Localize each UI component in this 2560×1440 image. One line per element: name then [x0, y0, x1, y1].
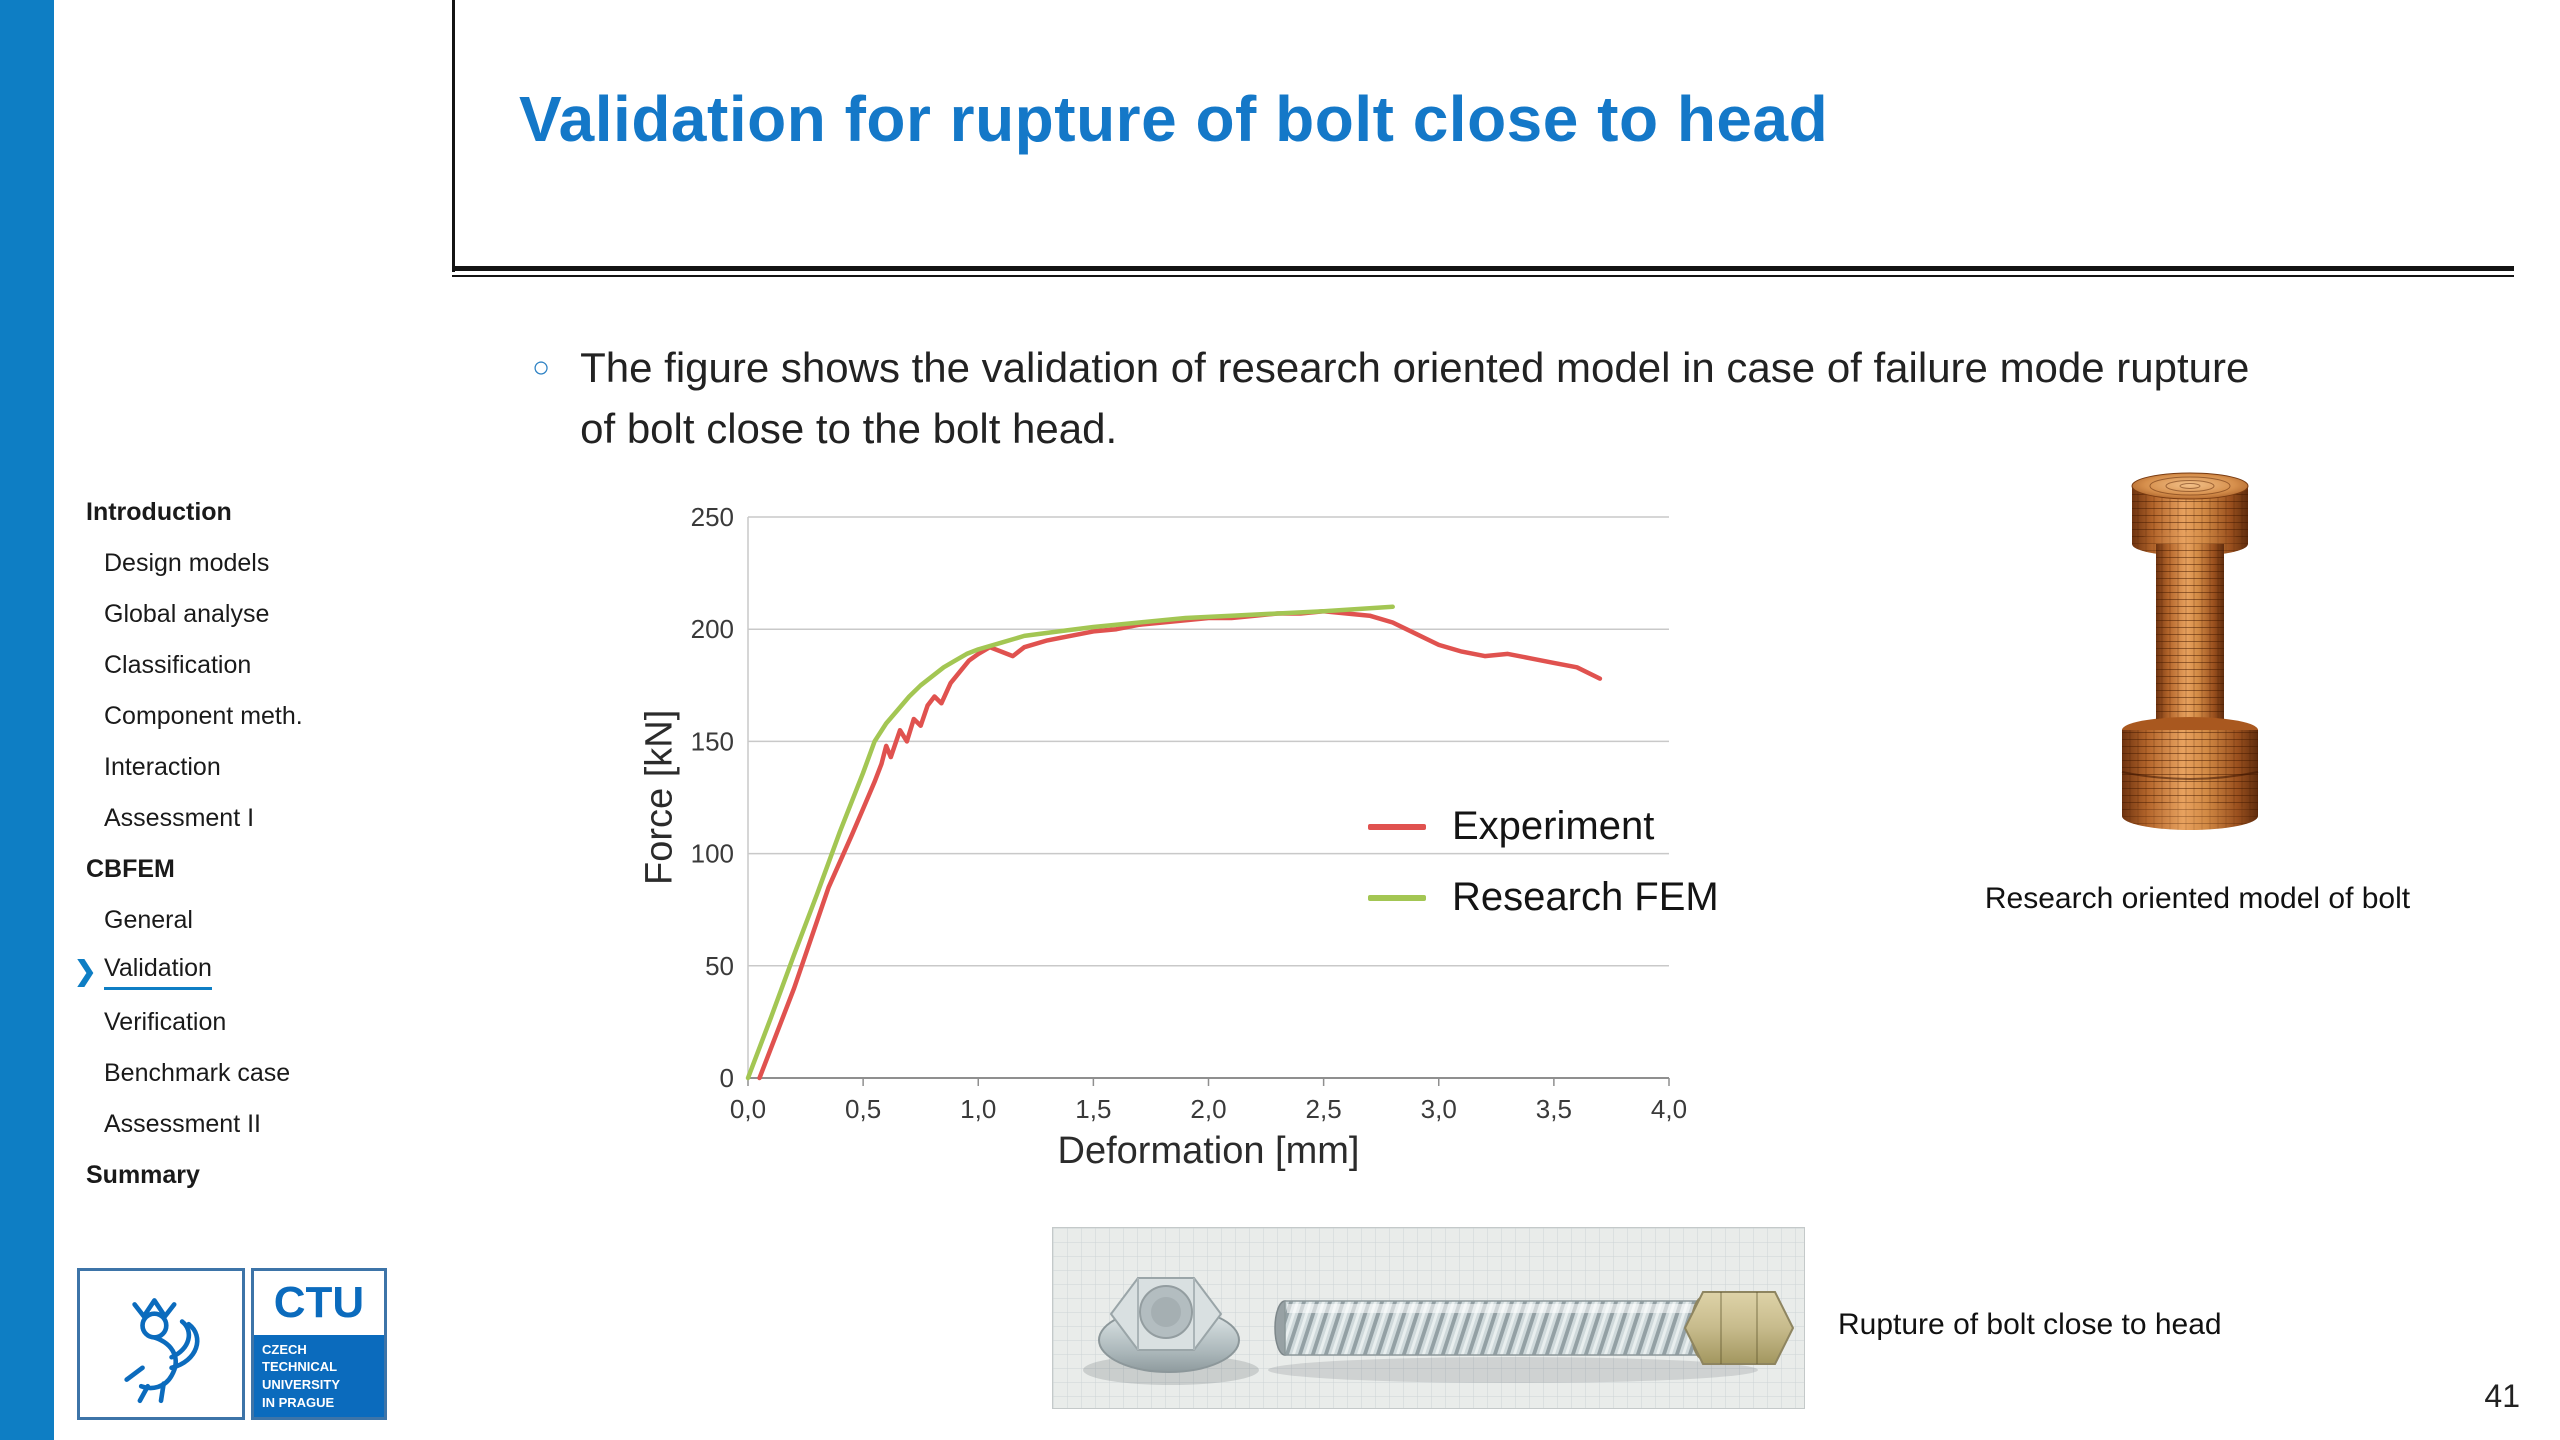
- sidebar-item-label: Assessment I: [104, 804, 255, 832]
- sidebar-item-general[interactable]: General: [86, 895, 456, 946]
- sidebar-item-label: Design models: [104, 549, 270, 577]
- bolt-fem-model-illustration: [2121, 472, 2259, 830]
- sidebar-item-classification[interactable]: Classification: [86, 640, 456, 691]
- active-item-arrow-icon: ❯: [74, 956, 97, 986]
- ctu-name-line: CZECH TECHNICAL: [262, 1341, 338, 1375]
- bullet-text: The figure shows the validation of resea…: [580, 344, 2250, 452]
- sidebar-nav: Introduction Design models Global analyse C…: [74, 487, 456, 1201]
- x-tick-label: 2,0: [1190, 1094, 1226, 1124]
- x-tick-label: 0,0: [730, 1094, 766, 1124]
- x-tick-label: 3,5: [1536, 1094, 1572, 1124]
- sidebar-item-label: Introduction: [86, 498, 232, 526]
- legend-label: Experiment: [1452, 804, 1655, 848]
- sidebar-item-assessment-i[interactable]: Assessment I: [86, 793, 456, 844]
- legend-item-research-fem: Research FEM: [1368, 875, 1719, 920]
- y-tick-label: 50: [705, 951, 734, 981]
- lion-icon: [124, 1298, 200, 1404]
- legend-line-swatch: [1368, 823, 1426, 830]
- sidebar-item-assessment-ii[interactable]: Assessment II: [86, 1099, 456, 1150]
- rupture-photo: [1053, 1228, 1804, 1408]
- ctu-university-name: CZECH TECHNICAL UNIVERSITY IN PRAGUE: [254, 1335, 384, 1417]
- sidebar-item-summary[interactable]: Summary: [86, 1150, 456, 1201]
- bolt-fem-model-image: [2118, 470, 2263, 838]
- legend-item-experiment: Experiment: [1368, 804, 1719, 849]
- y-tick-label: 250: [691, 502, 734, 532]
- x-tick-label: 0,5: [845, 1094, 881, 1124]
- y-tick-label: 100: [691, 839, 734, 869]
- sidebar-item-label: Benchmark case: [104, 1059, 291, 1087]
- chart-plot-area: 0 50 100 150 200 250 0,0 0,5 1,0 1,5 2,0 2,5 3,0 3,5 4…: [691, 502, 1687, 1124]
- x-tick-label: 2,5: [1306, 1094, 1342, 1124]
- bullet-point: ○ The figure shows the validation of res…: [532, 338, 2260, 460]
- sidebar-item-label: Validation: [104, 954, 212, 990]
- y-tick-label: 0: [720, 1063, 734, 1093]
- ctu-acronym: CTU: [273, 1278, 365, 1327]
- x-tick-label: 1,0: [960, 1094, 996, 1124]
- sidebar-item-label: Component meth.: [104, 702, 303, 730]
- header-divider: [452, 266, 2514, 277]
- x-tick-label: 3,0: [1421, 1094, 1457, 1124]
- sidebar-item-label: Global analyse: [104, 600, 270, 628]
- chart-legend: Experiment Research FEM: [1368, 804, 1719, 920]
- sidebar-item-global-analyse[interactable]: Global analyse: [86, 589, 456, 640]
- sidebar-item-introduction[interactable]: Introduction: [86, 487, 456, 538]
- page-number: 41: [2484, 1378, 2520, 1414]
- ctu-lion-emblem: [77, 1268, 245, 1420]
- ctu-logo: CTU CZECH TECHNICAL UNIVERSITY IN PRAGUE: [77, 1268, 387, 1420]
- sidebar-item-label: Summary: [86, 1161, 200, 1189]
- sidebar-item-design-models[interactable]: Design models: [86, 538, 456, 589]
- sidebar-item-label: CBFEM: [86, 855, 175, 883]
- ctu-name-line: UNIVERSITY: [262, 1377, 341, 1392]
- sidebar-item-label: General: [104, 906, 193, 934]
- x-tick-label: 1,5: [1075, 1094, 1111, 1124]
- experiment-curve: [757, 608, 1603, 1081]
- left-accent-bar: [0, 0, 54, 1440]
- sidebar-item-label: Verification: [104, 1008, 227, 1036]
- rupture-photo-illustration: [1053, 1228, 1804, 1408]
- slide-title: Validation for rupture of bolt close to …: [519, 83, 1829, 155]
- header-vertical-rule: [452, 0, 455, 272]
- y-tick-label: 200: [691, 614, 734, 644]
- sidebar-item-validation[interactable]: ❯ Validation: [74, 946, 456, 997]
- bolt-model-caption: Research oriented model of bolt: [1984, 882, 2411, 915]
- research-fem-curve: [745, 604, 1395, 1081]
- ctu-logo-text: CTU CZECH TECHNICAL UNIVERSITY IN PRAGUE: [251, 1268, 387, 1420]
- sidebar-item-component-meth[interactable]: Component meth.: [86, 691, 456, 742]
- sidebar-item-verification[interactable]: Verification: [86, 997, 456, 1048]
- legend-label: Research FEM: [1452, 875, 1719, 919]
- rupture-photo-caption: Rupture of bolt close to head: [1838, 1308, 2222, 1341]
- force-deformation-chart: Force [kN] 0 50 100 150 200 250 0,0 0,5 1,0 1,5 2,…: [638, 482, 1719, 1212]
- sidebar-item-label: Assessment II: [104, 1110, 261, 1138]
- x-tick-label: 4,0: [1651, 1094, 1687, 1124]
- ctu-name-line: IN PRAGUE: [262, 1394, 335, 1410]
- sidebar-item-label: Classification: [104, 651, 252, 679]
- legend-line-swatch: [1368, 894, 1426, 901]
- sidebar-item-cbfem[interactable]: CBFEM: [86, 844, 456, 895]
- sidebar-item-interaction[interactable]: Interaction: [86, 742, 456, 793]
- sidebar-item-label: Interaction: [104, 753, 221, 781]
- chart-x-axis-label: Deformation [mm]: [1057, 1130, 1360, 1172]
- sidebar-item-benchmark-case[interactable]: Benchmark case: [86, 1048, 456, 1099]
- bullet-circle-icon: ○: [532, 351, 551, 384]
- y-tick-label: 150: [691, 726, 734, 756]
